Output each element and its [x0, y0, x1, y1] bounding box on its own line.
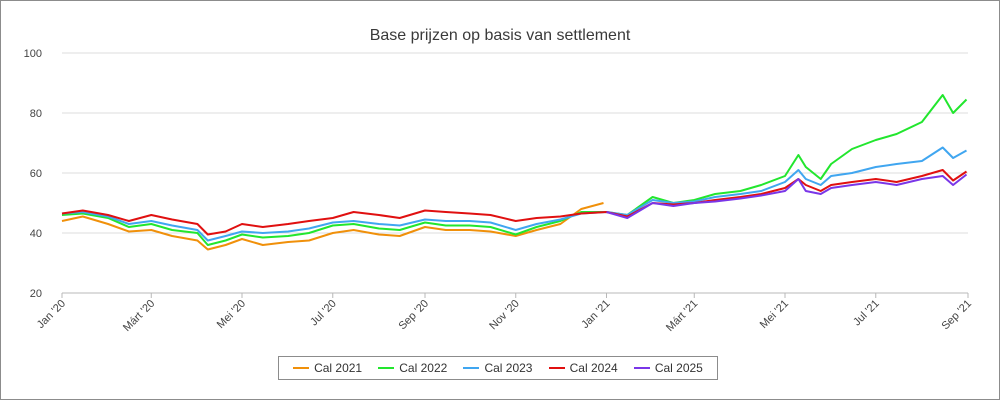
legend-swatch	[633, 367, 650, 369]
y-tick-label: 100	[24, 48, 42, 60]
legend-label: Cal 2021	[314, 361, 363, 375]
legend-swatch	[293, 367, 310, 369]
legend-label: Cal 2025	[654, 361, 703, 375]
x-tick-label: Jul '21	[851, 298, 882, 329]
series-line-cal-2024	[61, 169, 968, 236]
legend-swatch	[463, 367, 480, 369]
legend-item-cal-2022[interactable]: Cal 2022	[378, 361, 447, 375]
legend-item-cal-2025[interactable]: Cal 2025	[633, 361, 703, 375]
y-tick-label: 60	[30, 168, 42, 180]
legend-item-cal-2023[interactable]: Cal 2023	[463, 361, 532, 375]
x-tick-label: Mei '21	[758, 298, 791, 331]
x-axis: Jan '20 Márt '20 Mei '20 Jul '20 Sep '20 Nov …	[35, 293, 974, 334]
legend-item-cal-2021[interactable]: Cal 2021	[293, 361, 362, 375]
grid	[62, 52, 968, 294]
x-tick-label: Jul '20	[308, 298, 339, 329]
y-tick-label: 80	[30, 108, 42, 120]
legend: Cal 2021 Cal 2022 Cal 2023 Cal 2024 Cal 2025	[278, 356, 718, 380]
series-lines	[61, 94, 968, 251]
x-tick-label: Jan '20	[35, 298, 68, 331]
x-tick-label: Nov '20	[487, 298, 522, 333]
x-tick-label: Sep '21	[939, 298, 974, 333]
y-tick-label: 20	[30, 288, 42, 300]
series-line-cal-2022	[61, 94, 968, 246]
legend-item-cal-2024[interactable]: Cal 2024	[548, 361, 618, 375]
y-tick-label: 40	[30, 228, 42, 240]
chart-title: Base prijzen op basis van settlement	[370, 27, 631, 44]
legend-label: Cal 2022	[399, 361, 448, 375]
legend-label: Cal 2023	[484, 361, 533, 375]
series-line-cal-2021	[61, 202, 604, 251]
legend-swatch	[378, 367, 395, 369]
x-tick-label: Sep '20	[396, 298, 431, 333]
legend-label: Cal 2024	[569, 361, 618, 375]
x-tick-label: Márt '20	[121, 298, 157, 334]
legend-swatch	[548, 367, 565, 369]
series-line-cal-2025	[606, 173, 968, 219]
series-line-cal-2023	[61, 146, 967, 242]
y-axis: 20 40 60 80 100	[24, 48, 42, 300]
x-tick-label: Márt '21	[664, 298, 700, 334]
x-tick-label: Jan '21	[579, 298, 612, 331]
x-tick-label: Mei '20	[215, 298, 248, 331]
